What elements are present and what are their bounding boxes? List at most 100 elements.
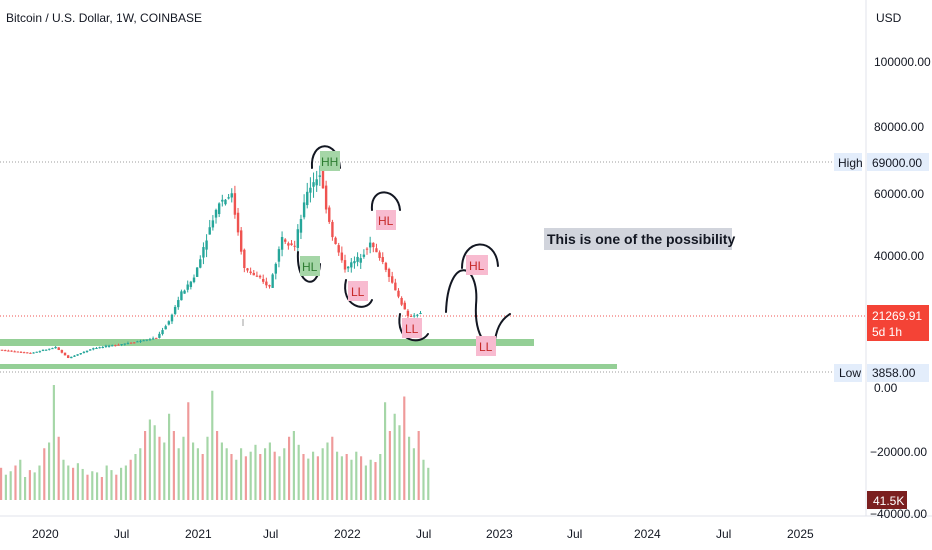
candle-body [265,281,268,286]
candle-body [155,337,158,339]
volume-bar [206,436,209,500]
candle-body [403,302,406,310]
candle-body [224,199,227,205]
volume-bar [355,451,358,500]
label-hl-red: HL [378,214,394,228]
volume-bar [364,465,367,500]
candle-body [359,258,362,263]
candle-body [177,300,180,308]
candle-body [139,340,142,342]
volume-bar [408,436,411,500]
candle-body [22,352,26,354]
label-ll-future: LL [479,340,493,354]
candle-body [372,242,375,248]
volume-bar [388,431,391,500]
candle-body [413,315,416,317]
candle-body [76,354,79,356]
candle-body [324,185,328,210]
candle-body [214,209,218,218]
candle-body [120,344,123,346]
candle-body [38,351,42,353]
candle-body [271,274,274,288]
volume-bar [100,477,103,500]
high-value: 69000.00 [872,156,922,170]
volume-bar [302,454,305,500]
volume-bar [283,448,286,500]
volume-bar [67,465,70,500]
high-tag-bg [834,153,862,171]
drawn-arcs [296,145,511,349]
label-ll-2: LL [405,322,419,336]
candle-body [318,175,322,177]
candle-body [296,229,300,248]
volume-bar [417,431,420,500]
volume-bar [340,456,343,500]
candle-body [343,260,347,270]
candle-body [243,249,246,269]
volume-bar [105,465,108,500]
candle-body [368,242,372,248]
volume-bar [273,451,276,500]
candle-body [406,310,410,316]
candle-body [51,348,54,350]
volume-bar [62,459,65,500]
label-hl-future-bg [466,255,488,275]
label-ll-future-bg [476,336,496,356]
candle-body [346,266,350,269]
candle-body [397,290,400,297]
volume-bar [211,390,214,500]
candle-body [334,237,337,245]
volume-bar [19,459,22,500]
volume-bar [48,442,51,500]
candle-body [199,259,202,268]
low-tag-label: Low [839,366,861,380]
volume-bar [139,448,142,500]
volume-bars [0,385,430,500]
note-text: This is one of the possibility [547,231,735,247]
volume-bar [72,467,75,500]
candle-body [32,352,35,354]
label-hh: HH [321,155,338,169]
volume-bar [379,454,382,500]
volume-bar [393,413,396,500]
note-bg [544,228,732,250]
y-tick-label: 100000.00 [874,55,931,69]
volume-bar [24,477,27,500]
candle-body [142,340,145,342]
candle-body [277,249,281,262]
candle-body [66,355,70,358]
candle-body [170,314,174,322]
small-marker [242,319,244,326]
candle-body [249,271,252,274]
volume-bar [86,474,89,500]
candle-body [136,341,139,343]
volume-bar [134,454,137,500]
volume-bar [240,448,243,500]
volume-bar [220,442,223,500]
current-price: 21269.91 [872,309,922,323]
candle-body [16,351,20,353]
volume-bar [230,454,233,500]
volume-bar [235,459,238,500]
volume-bar [307,458,310,500]
candle-body [186,284,189,290]
volume-bar [144,431,147,500]
candle-body [48,348,51,350]
volume-bar [398,425,401,500]
candle-body [365,248,369,250]
candle-body [268,285,271,287]
volume-bar [192,442,195,500]
candle-body [195,267,199,277]
candle-body [239,230,243,252]
candle-body [107,345,111,347]
volume-bar [292,431,295,500]
candle-body [145,339,149,341]
high-tag-label: High [838,156,863,170]
volume-bar [225,448,228,500]
candle-body [60,350,64,353]
volume-bar [38,465,41,500]
volume-bar [422,459,425,500]
label-hl-green-bg [300,256,320,276]
volume-bar [268,442,271,500]
